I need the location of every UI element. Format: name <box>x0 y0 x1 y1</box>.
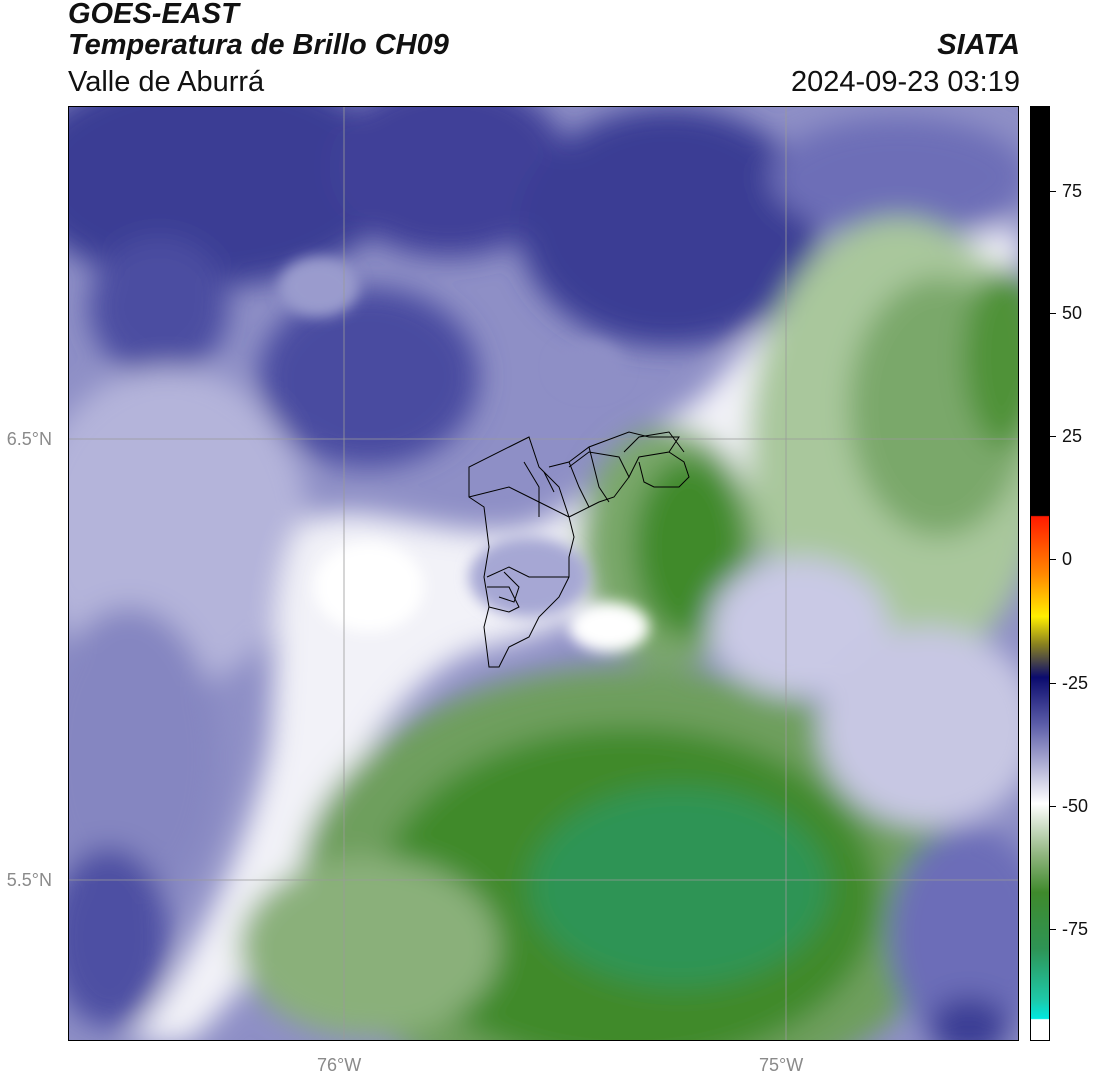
colorbar-tick <box>1050 559 1056 560</box>
region-subtitle: Valle de Aburrá <box>68 66 265 98</box>
colorbar-tick <box>1050 191 1056 192</box>
temperature-colorbar <box>1030 106 1050 1041</box>
colorbar-tick <box>1050 436 1056 437</box>
colorbar-label: -25 <box>1062 673 1089 693</box>
organization-title: SIATA <box>937 29 1020 61</box>
colorbar-tick <box>1050 806 1056 807</box>
municipal-boundaries <box>468 431 690 668</box>
satellite-map[interactable] <box>68 106 1019 1041</box>
latitude-label: 5.5°N <box>6 870 52 890</box>
colorbar-label: 75 <box>1062 181 1083 201</box>
colorbar-label: -50 <box>1062 796 1089 816</box>
colorbar-tick <box>1050 683 1056 684</box>
colorbar-label: 50 <box>1062 303 1083 323</box>
product-title: Temperatura de Brillo CH09 <box>68 29 449 61</box>
colorbar-label: -75 <box>1062 919 1089 939</box>
brightness-temperature-field <box>69 107 1018 1040</box>
datetime-subtitle: 2024-09-23 03:19 <box>791 66 1020 98</box>
longitude-label: 76°W <box>317 1055 362 1075</box>
satellite-source-title: GOES-EAST <box>68 0 239 30</box>
colorbar-tick <box>1050 313 1056 314</box>
colorbar-label: 25 <box>1062 426 1083 446</box>
colorbar-tick <box>1050 929 1056 930</box>
map-canvas <box>69 107 1018 1040</box>
colorbar-label: 0 <box>1062 549 1073 569</box>
latitude-label: 6.5°N <box>6 429 52 449</box>
longitude-label: 75°W <box>759 1055 804 1075</box>
colorbar-gradient <box>1031 107 1049 1040</box>
